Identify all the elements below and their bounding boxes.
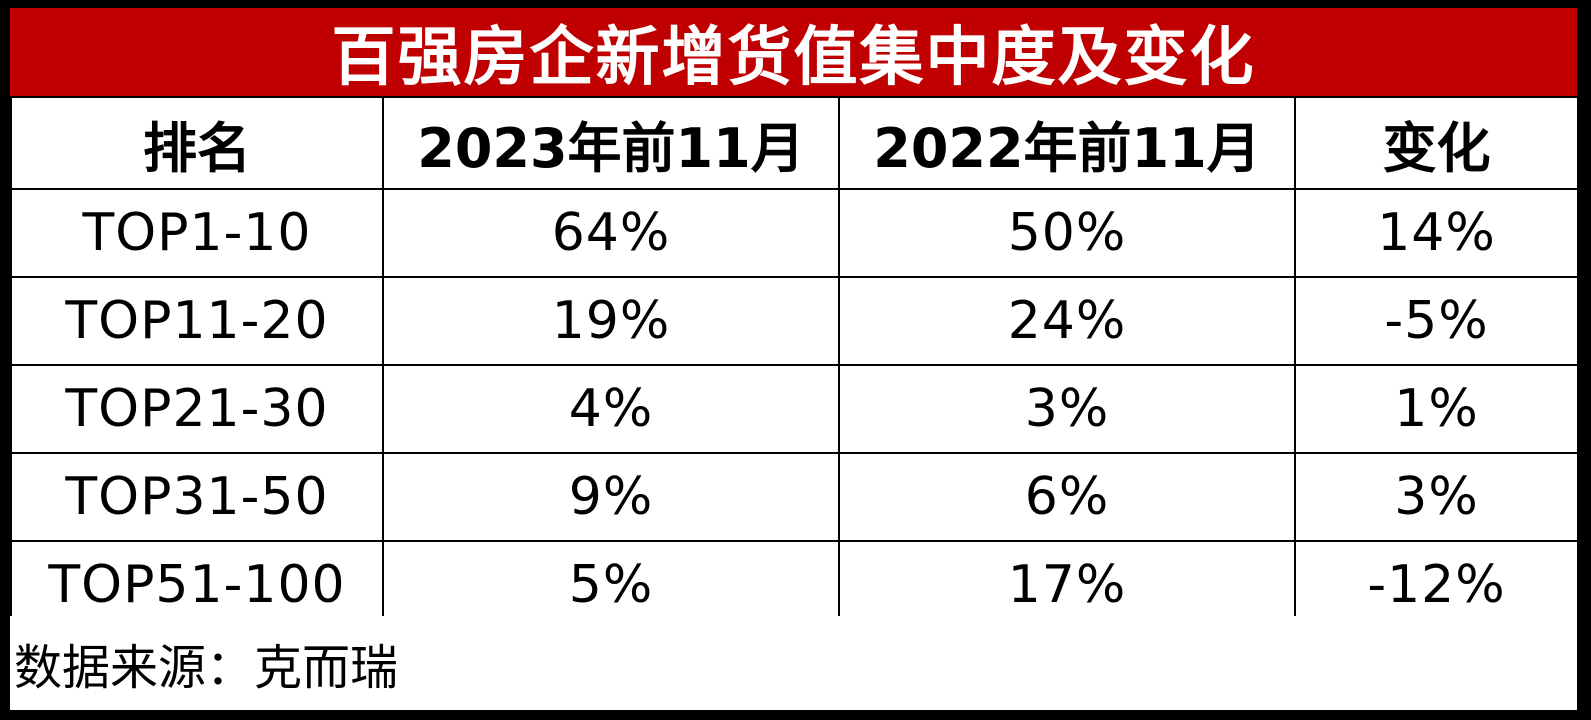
cell-rank: TOP11-20 xyxy=(10,276,384,366)
data-table: 排名 2023年前11月 2022年前11月 变化 TOP1-10 64% 50… xyxy=(10,96,1579,630)
cell-rank: TOP1-10 xyxy=(10,188,384,278)
cell-change: 14% xyxy=(1294,188,1579,278)
table-row: TOP21-30 4% 3% 1% xyxy=(10,364,1579,454)
cell-2023: 9% xyxy=(382,452,840,542)
table-title: 百强房企新增货值集中度及变化 xyxy=(10,8,1577,96)
header-change: 变化 xyxy=(1294,96,1579,190)
header-2022: 2022年前11月 xyxy=(838,96,1296,190)
cell-2023: 5% xyxy=(382,540,840,630)
cell-change: -5% xyxy=(1294,276,1579,366)
cell-2022: 3% xyxy=(838,364,1296,454)
header-row: 排名 2023年前11月 2022年前11月 变化 xyxy=(10,96,1579,190)
cell-2022: 17% xyxy=(838,540,1296,630)
cell-rank: TOP51-100 xyxy=(10,540,384,630)
cell-rank: TOP31-50 xyxy=(10,452,384,542)
table-row: TOP31-50 9% 6% 3% xyxy=(10,452,1579,542)
cell-rank: TOP21-30 xyxy=(10,364,384,454)
cell-2022: 24% xyxy=(838,276,1296,366)
source-note: 数据来源：克而瑞 xyxy=(10,616,1577,710)
cell-2022: 6% xyxy=(838,452,1296,542)
table-row: TOP11-20 19% 24% -5% xyxy=(10,276,1579,366)
cell-2023: 19% xyxy=(382,276,840,366)
header-rank: 排名 xyxy=(10,96,384,190)
header-2023: 2023年前11月 xyxy=(382,96,840,190)
cell-2022: 50% xyxy=(838,188,1296,278)
cell-2023: 4% xyxy=(382,364,840,454)
cell-2023: 64% xyxy=(382,188,840,278)
table-row: TOP1-10 64% 50% 14% xyxy=(10,188,1579,278)
data-table-container: 排名 2023年前11月 2022年前11月 变化 TOP1-10 64% 50… xyxy=(10,96,1579,630)
cell-change: 1% xyxy=(1294,364,1579,454)
cell-change: 3% xyxy=(1294,452,1579,542)
